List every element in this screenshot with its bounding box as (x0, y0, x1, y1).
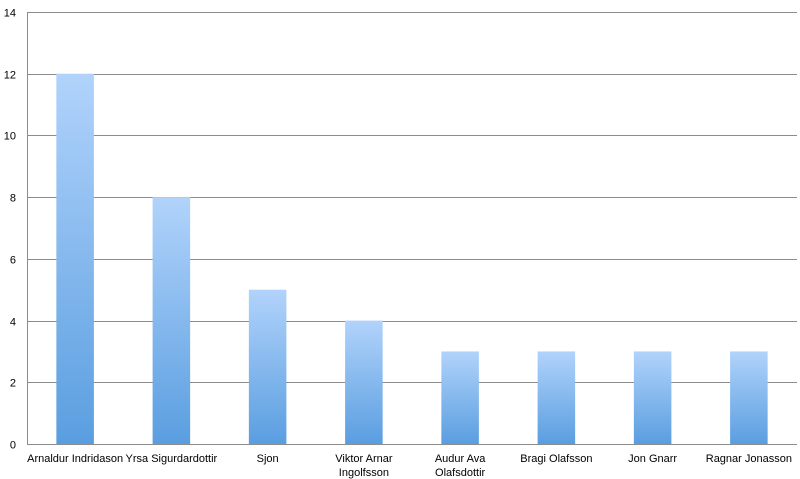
x-tick-label: Audur Ava Olafsdottir (435, 453, 486, 479)
x-tick-label: Jon Gnarr (628, 453, 677, 465)
y-tick-labels: 0 2 4 6 8 10 12 14 (4, 8, 16, 452)
bar-3 (345, 320, 383, 444)
bar-2 (248, 289, 287, 444)
bar-4 (441, 351, 479, 444)
y-tick-label: 10 (4, 131, 16, 143)
bar-0 (56, 73, 94, 444)
y-tick-label: 2 (10, 378, 16, 390)
y-tick-label: 4 (10, 317, 16, 329)
y-tick-label: 12 (4, 70, 16, 82)
axes (27, 12, 797, 445)
bar-6 (633, 351, 672, 444)
bar-5 (537, 351, 576, 444)
x-category-labels: Arnaldur Indridason Yrsa Sigurdardottir Sj… (27, 453, 792, 479)
bars (56, 73, 768, 444)
gridlines (27, 12, 797, 383)
x-tick-label: Ragnar Jonasson (706, 453, 792, 465)
y-tick-label: 8 (10, 193, 16, 205)
x-tick-label: Arnaldur Indridason (27, 453, 123, 465)
x-tick-label: Viktor Arnar Ingolfsson (335, 453, 393, 479)
bar-7 (730, 351, 768, 444)
y-tick-label: 14 (4, 8, 16, 20)
x-tick-label: Sjon (257, 453, 279, 465)
x-tick-label: Yrsa Sigurdardottir (126, 453, 218, 465)
y-tick-label: 0 (10, 440, 16, 452)
bar-1 (152, 197, 191, 444)
x-tick-label: Bragi Olafsson (520, 453, 592, 465)
y-tick-label: 6 (10, 255, 16, 267)
